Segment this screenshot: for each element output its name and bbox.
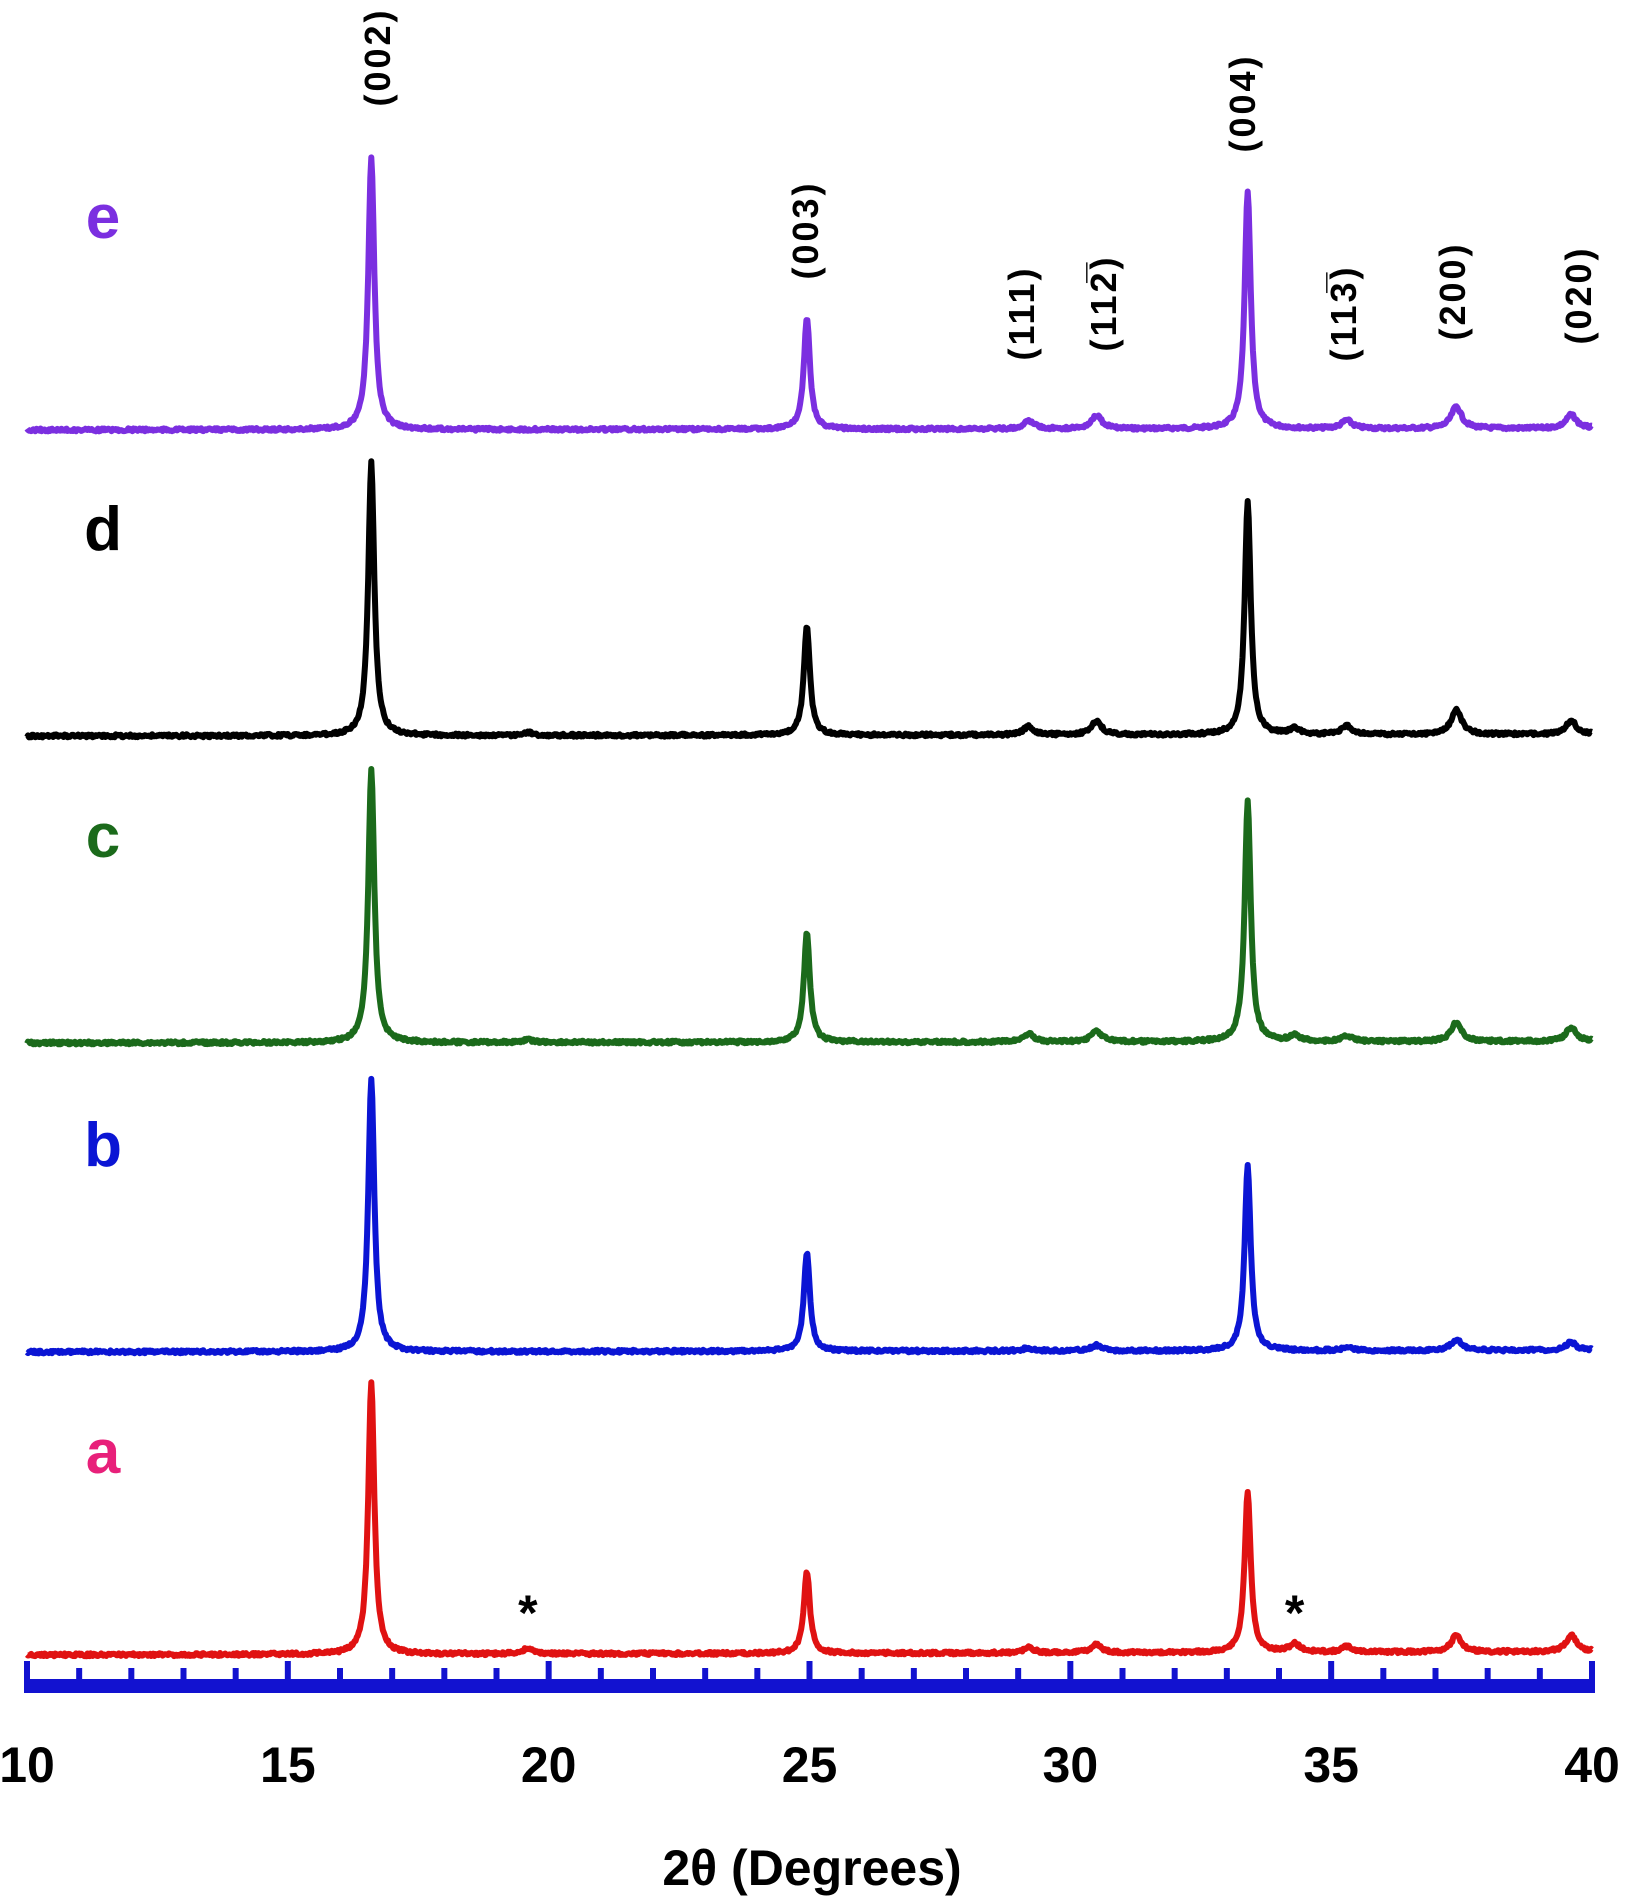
impurity-star: * bbox=[1285, 1585, 1305, 1641]
series-c-label: c bbox=[86, 802, 120, 871]
traces bbox=[24, 154, 1594, 1660]
reflection-label: (111) bbox=[1001, 265, 1042, 360]
reflection-label: (112̅) bbox=[1083, 254, 1124, 351]
x-tick-label: 25 bbox=[782, 1737, 838, 1793]
series-b-label: b bbox=[84, 1111, 122, 1180]
x-tick-label: 10 bbox=[0, 1737, 55, 1793]
x-axis-label: 2θ (Degrees) bbox=[662, 1840, 961, 1896]
reflection-label: (004) bbox=[1222, 53, 1263, 152]
reflection-label: (200) bbox=[1432, 241, 1473, 340]
reflection-label: (113̅) bbox=[1323, 264, 1364, 361]
reflection-labels: (002) (003) (111) (112̅) (004) (113̅) (200) (02… bbox=[357, 7, 1599, 361]
series-labels: e d c b a bbox=[84, 183, 122, 1487]
x-tick-label: 30 bbox=[1043, 1737, 1099, 1793]
series-e-label: e bbox=[86, 183, 120, 252]
series-a-label: a bbox=[86, 1418, 121, 1487]
impurity-markers: * * bbox=[518, 1585, 1305, 1641]
reflection-label: (020) bbox=[1558, 245, 1599, 344]
x-tick-label: 15 bbox=[260, 1737, 316, 1793]
series-c-trace bbox=[24, 766, 1594, 1048]
series-d-label: d bbox=[84, 495, 122, 564]
impurity-star: * bbox=[518, 1585, 538, 1641]
x-axis-line bbox=[24, 1679, 1595, 1693]
series-e-trace bbox=[24, 154, 1594, 435]
series-b-trace bbox=[24, 1075, 1594, 1357]
series-a-trace bbox=[24, 1379, 1594, 1660]
x-tick-label: 35 bbox=[1303, 1737, 1359, 1793]
x-tick-label: 40 bbox=[1564, 1737, 1620, 1793]
reflection-label: (003) bbox=[785, 180, 826, 279]
x-axis: 10 15 20 25 30 35 40 bbox=[0, 1661, 1620, 1793]
x-tick-label: 20 bbox=[521, 1737, 577, 1793]
reflection-label: (002) bbox=[357, 7, 398, 106]
series-d-trace bbox=[24, 458, 1594, 741]
